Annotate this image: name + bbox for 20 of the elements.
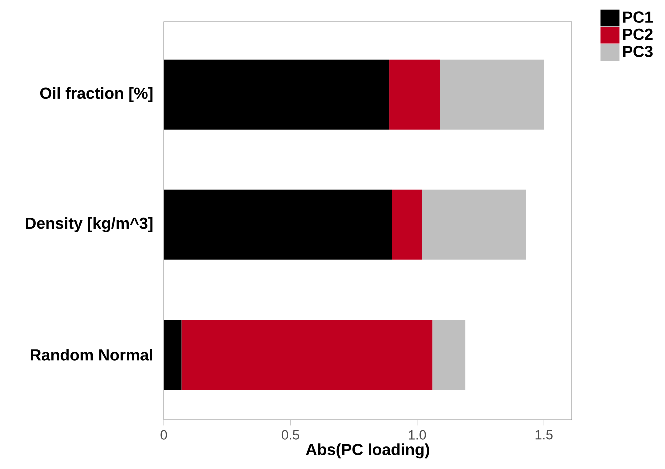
y-tick-label: Density [kg/m^3] <box>26 217 153 232</box>
bar <box>440 60 544 130</box>
legend-label: PC1 <box>623 12 654 23</box>
bar <box>392 190 422 260</box>
x-axis-title: Abs(PC loading) <box>306 444 430 459</box>
bar <box>182 320 433 390</box>
bar <box>164 320 182 390</box>
legend-label: PC2 <box>623 28 653 40</box>
x-tick-label: 1.0 <box>409 430 426 440</box>
bar <box>164 60 390 130</box>
x-tick-label: 0 <box>160 430 168 440</box>
bar <box>422 190 526 260</box>
x-tick-label: 0.5 <box>282 430 300 440</box>
y-tick-label: Oil fraction [%] <box>40 87 153 102</box>
bar <box>432 320 466 390</box>
bar <box>164 190 392 260</box>
x-tick-label: 1.5 <box>536 430 553 440</box>
bar <box>390 60 440 130</box>
legend-label: PC3 <box>623 46 653 58</box>
y-tick-label: Random Normal <box>31 349 152 361</box>
